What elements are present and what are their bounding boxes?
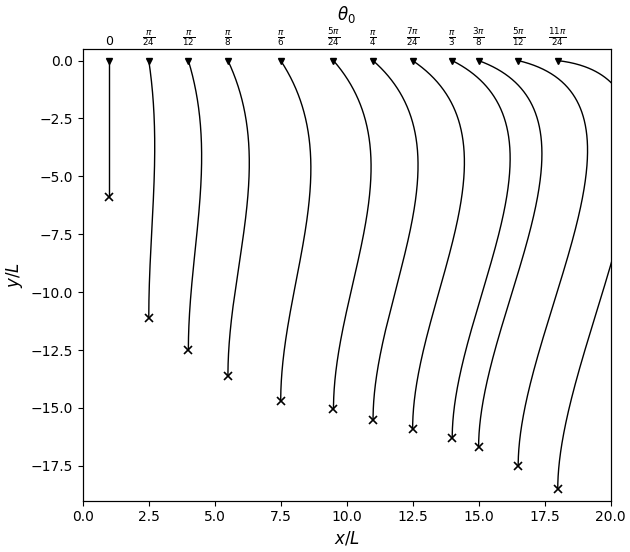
X-axis label: $\theta_0$: $\theta_0$ bbox=[337, 4, 356, 25]
Y-axis label: $y/L$: $y/L$ bbox=[4, 262, 25, 288]
X-axis label: $x/L$: $x/L$ bbox=[334, 530, 360, 548]
